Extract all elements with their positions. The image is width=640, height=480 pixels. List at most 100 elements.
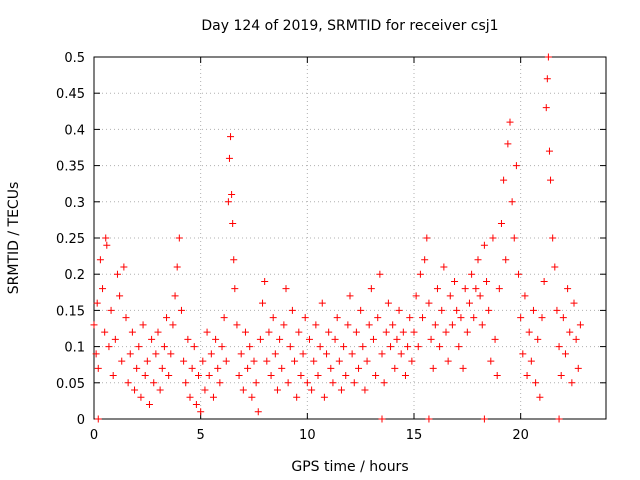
y-tick-label: 0.05: [56, 377, 85, 392]
data-point: [463, 328, 471, 336]
data-point: [171, 292, 179, 300]
data-point: [506, 118, 514, 126]
data-point: [393, 335, 401, 343]
data-point: [448, 321, 456, 329]
data-point: [540, 277, 548, 285]
data-point: [205, 372, 213, 380]
data-point: [186, 393, 194, 401]
data-point: [280, 321, 288, 329]
data-point: [244, 364, 252, 372]
data-point: [318, 299, 326, 307]
data-point: [372, 372, 380, 380]
data-point: [109, 372, 117, 380]
data-point: [547, 176, 555, 184]
grid: [94, 57, 606, 419]
data-point: [273, 386, 281, 394]
data-point: [241, 328, 249, 336]
data-point: [118, 357, 126, 365]
chart-title: Day 124 of 2019, SRMTID for receiver csj…: [201, 18, 498, 34]
data-point: [419, 314, 427, 322]
data-point: [158, 364, 166, 372]
data-point: [470, 314, 478, 322]
data-point: [355, 364, 363, 372]
data-point: [468, 270, 476, 278]
data-point: [224, 198, 232, 206]
x-tick-label: 0: [90, 428, 98, 443]
data-point: [124, 379, 132, 387]
data-point: [465, 299, 473, 307]
data-point: [310, 357, 318, 365]
data-point: [491, 335, 499, 343]
data-point: [357, 306, 365, 314]
data-point: [195, 372, 203, 380]
data-point: [320, 393, 328, 401]
data-point: [483, 277, 491, 285]
data-point: [378, 350, 386, 358]
data-point: [500, 176, 508, 184]
data-point: [555, 415, 563, 423]
data-point: [218, 343, 226, 351]
data-point: [425, 299, 433, 307]
data-point: [538, 314, 546, 322]
data-point: [299, 350, 307, 358]
data-point: [399, 328, 407, 336]
data-point: [363, 357, 371, 365]
data-point: [348, 350, 356, 358]
data-point: [229, 220, 237, 228]
data-point: [323, 350, 331, 358]
data-point: [111, 335, 119, 343]
data-point: [367, 285, 375, 293]
y-tick-label: 0.35: [56, 160, 85, 175]
data-point: [423, 234, 431, 242]
data-point: [113, 270, 121, 278]
data-point: [570, 299, 578, 307]
data-point: [433, 285, 441, 293]
data-point: [169, 321, 177, 329]
data-point: [574, 364, 582, 372]
data-point: [190, 343, 198, 351]
data-point: [532, 379, 540, 387]
data-point: [105, 343, 113, 351]
data-point: [414, 343, 422, 351]
data-point: [237, 350, 245, 358]
data-point: [395, 306, 403, 314]
data-point: [346, 292, 354, 300]
data-point: [340, 343, 348, 351]
y-tick-label: 0.1: [64, 341, 85, 356]
data-point: [508, 198, 516, 206]
data-point: [212, 335, 220, 343]
data-point: [382, 328, 390, 336]
x-axis: 0 5 10 15 20: [90, 57, 529, 443]
data-point: [139, 321, 147, 329]
data-point: [150, 379, 158, 387]
data-point: [566, 328, 574, 336]
data-point: [365, 321, 373, 329]
data-point: [564, 285, 572, 293]
data-point: [256, 335, 264, 343]
data-point: [512, 162, 520, 170]
data-point: [148, 335, 156, 343]
data-point: [335, 357, 343, 365]
data-point: [380, 379, 388, 387]
y-axis: 0 0.05 0.1 0.15 0.2 0.25 0.3 0.35 0.4 0.45 0.5: [56, 51, 606, 428]
data-point: [252, 379, 260, 387]
data-point: [397, 350, 405, 358]
data-point: [455, 343, 463, 351]
data-point: [291, 357, 299, 365]
data-point: [446, 292, 454, 300]
data-point: [180, 357, 188, 365]
y-axis-label: SRMTID / TECUs: [6, 182, 22, 295]
data-point: [192, 401, 200, 409]
data-point: [250, 357, 258, 365]
data-point: [543, 75, 551, 83]
data-point: [376, 270, 384, 278]
data-point: [387, 343, 395, 351]
data-point: [485, 306, 493, 314]
data-point: [384, 299, 392, 307]
data-point: [254, 408, 262, 416]
data-point: [120, 263, 128, 271]
data-point: [230, 256, 238, 264]
data-point: [559, 314, 567, 322]
data-point: [197, 408, 205, 416]
